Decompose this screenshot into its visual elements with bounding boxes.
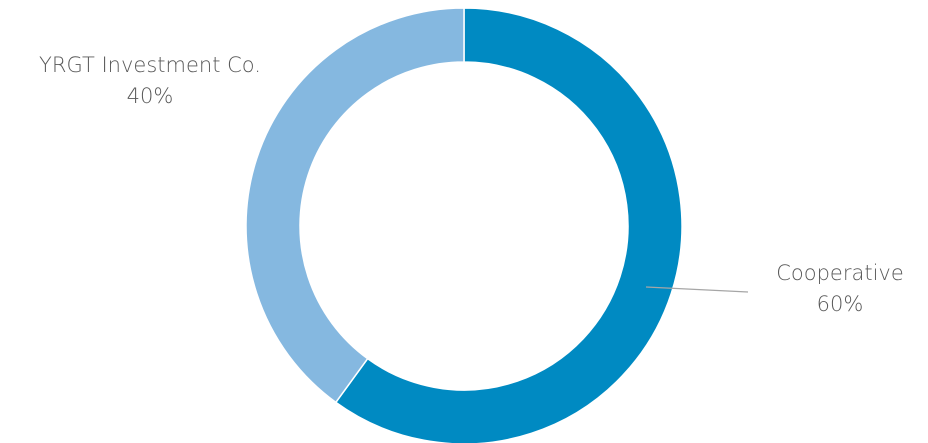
leader-line-cooperative	[645, 286, 749, 293]
slice-name-cooperative: Cooperative	[776, 261, 904, 285]
slice-value-cooperative: 60%	[816, 292, 864, 316]
slice-name-yrgt: YRGT Investment Co.	[39, 53, 261, 77]
slice-label-yrgt-investment-co: YRGT Investment Co. 40%	[10, 50, 290, 112]
slice-cooperative	[334, 7, 683, 443]
slice-yrgt-investment-co	[245, 7, 465, 404]
slice-value-yrgt: 40%	[126, 84, 174, 108]
slice-label-cooperative: Cooperative 60%	[760, 258, 920, 320]
